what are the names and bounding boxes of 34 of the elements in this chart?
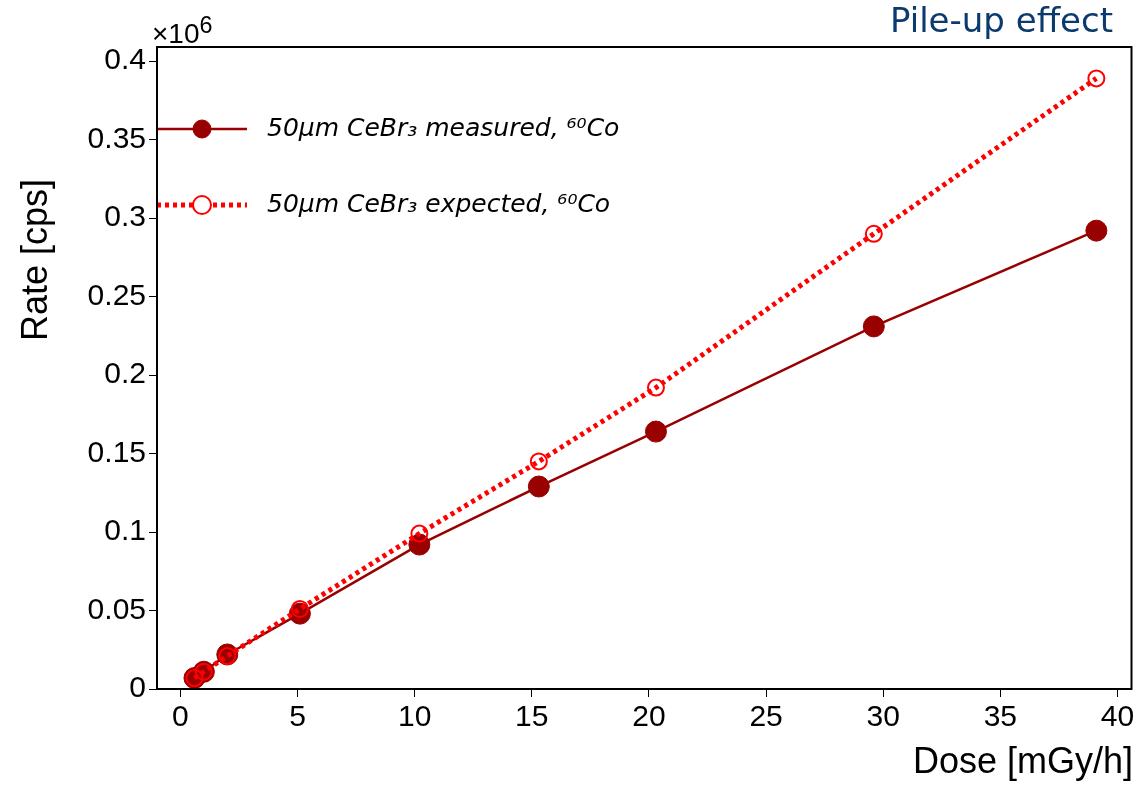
legend-label: 50µm CeBr₃ measured, ⁶⁰Co (267, 112, 620, 142)
y-tick-label: 0.4 (104, 42, 146, 76)
x-tick-label: 25 (749, 699, 783, 733)
point (862, 315, 885, 338)
x-tick-label: 5 (289, 699, 306, 733)
y-tick-label: 0.3 (104, 199, 146, 233)
y-tick-label: 0.2 (104, 356, 146, 390)
point (1085, 219, 1108, 242)
x-tick-label: 20 (632, 699, 666, 733)
legend-label: 50µm CeBr₃ expected, ⁶⁰Co (267, 188, 611, 218)
x-tick-label: 15 (515, 699, 549, 733)
point (410, 524, 429, 543)
x-tick-label: 35 (983, 699, 1017, 733)
x-tick-label: 40 (1100, 699, 1135, 733)
y-tick-label: 0.15 (87, 434, 146, 468)
chart-title: Pile-up effect (889, 0, 1113, 40)
y-tick-label: 0.1 (104, 513, 146, 547)
y-tick-label: 0.05 (87, 591, 146, 625)
y-tick-label: 0.25 (87, 277, 146, 311)
x-tick-label: 10 (397, 699, 432, 733)
point (646, 378, 665, 397)
y-tick-label: 0.35 (87, 120, 146, 154)
point (290, 599, 309, 618)
y-tick-label: 0 (129, 670, 146, 704)
point (529, 452, 548, 471)
x-tick-label: 0 (172, 699, 189, 733)
point (864, 224, 883, 243)
x-tick-label: 30 (866, 699, 900, 733)
point (1087, 69, 1106, 88)
point (644, 420, 667, 443)
point (527, 475, 550, 498)
annotation: ×10$^{6}$ (152, 12, 213, 51)
x-axis-title: Dose [mGy/h] (912, 740, 1133, 782)
y-axis-title: Rate [cps] (14, 178, 56, 341)
